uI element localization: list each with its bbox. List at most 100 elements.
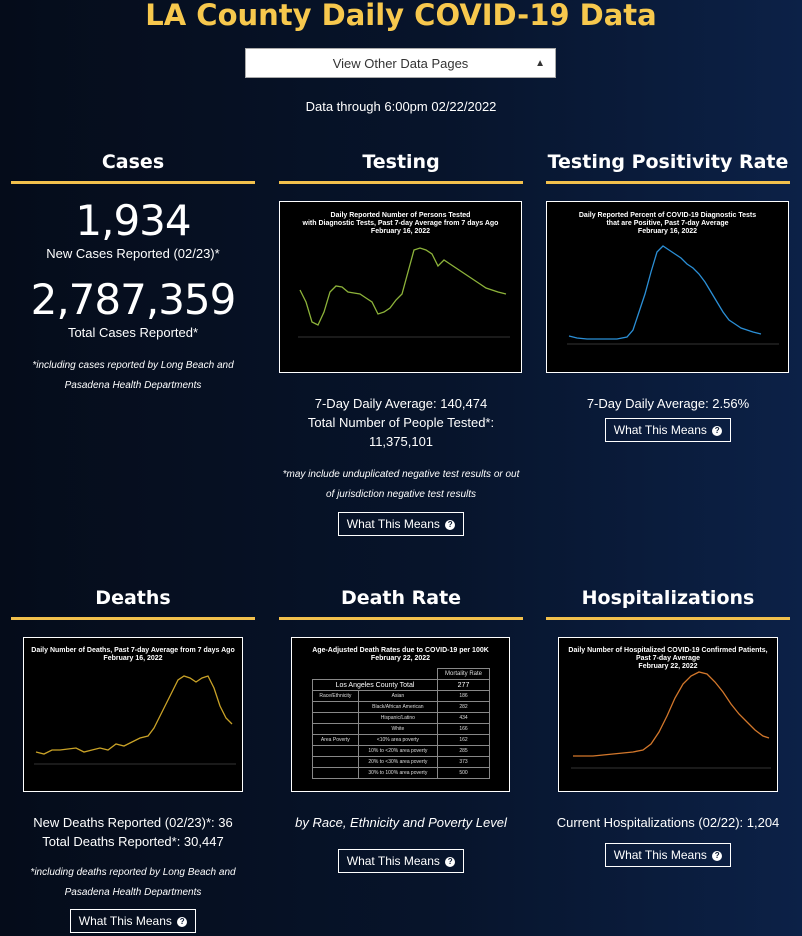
select-arrows-icon: ▲ xyxy=(535,58,545,69)
deaths-section: Deaths xyxy=(11,584,255,620)
testing-what-this-means-button[interactable]: What This Means ? xyxy=(337,512,465,536)
row-group xyxy=(312,756,359,768)
hosp-chart-title-2: Past 7-day Average xyxy=(635,655,701,662)
testing-rule xyxy=(279,181,523,184)
deaths-chart[interactable]: Daily Number of Deaths, Past 7-day Avera… xyxy=(23,637,243,792)
positivity-chart[interactable]: Daily Reported Percent of COVID-19 Diagn… xyxy=(546,201,789,373)
table-row: Los Angeles County Total 277 xyxy=(312,679,490,691)
deaths-what-this-means-button[interactable]: What This Means ? xyxy=(69,909,197,933)
row-label: Hispanic/Latino xyxy=(357,712,439,724)
positivity-chart-plot xyxy=(567,245,779,345)
testing-chart-title-3: February 16, 2022 xyxy=(370,228,431,235)
deaths-stats: New Deaths Reported (02/23)*: 36 Total D… xyxy=(11,813,255,933)
deaths-line xyxy=(35,675,233,755)
question-icon: ? xyxy=(712,425,723,436)
total-cases-label: Total Cases Reported* xyxy=(67,325,199,340)
death-rate-chart-title-1: Age-Adjusted Death Rates due to COVID-19… xyxy=(312,647,489,654)
row-label: <10% area poverty xyxy=(357,734,439,746)
death-rate-caption: by Race, Ethnicity and Poverty Level xyxy=(295,815,507,830)
hospitalizations-chart[interactable]: Daily Number of Hospitalized COVID-19 Co… xyxy=(558,637,778,792)
table-row: Hispanic/Latino 434 xyxy=(312,712,490,724)
total-cases-number: 2,787,359 xyxy=(30,275,237,324)
question-icon: ? xyxy=(445,519,456,530)
hospitalizations-stats: Current Hospitalizations (02/22): 1,204 … xyxy=(546,813,790,867)
testing-line xyxy=(299,247,507,326)
data-through-text: Data through 6:00pm 02/22/2022 xyxy=(305,99,497,114)
deaths-note: *including deaths reported by Long Beach… xyxy=(30,867,236,898)
positivity-average: 7-Day Daily Average: 2.56% xyxy=(586,396,750,411)
county-total-value: 277 xyxy=(437,679,490,691)
testing-note: *may include unduplicated negative test … xyxy=(282,469,520,500)
deaths-chart-plot xyxy=(34,675,236,765)
row-value: 166 xyxy=(437,723,490,735)
deaths-button-label: What This Means xyxy=(78,914,172,928)
view-other-pages-select[interactable]: View Other Data Pages ▲ xyxy=(245,48,556,78)
hosp-button-label: What This Means xyxy=(613,848,707,862)
testing-average: 7-Day Daily Average: 140,474 xyxy=(314,396,488,411)
testing-chart[interactable]: Daily Reported Number of Persons Tested … xyxy=(279,201,522,373)
question-icon: ? xyxy=(712,850,723,861)
testing-chart-title-1: Daily Reported Number of Persons Tested xyxy=(330,212,471,219)
row-value: 282 xyxy=(437,701,490,713)
mortality-header: Mortality Rate xyxy=(437,668,490,680)
testing-button-label: What This Means xyxy=(346,517,440,531)
table-row: 10% to <20% area poverty 285 xyxy=(312,745,490,757)
row-group xyxy=(312,701,359,713)
table-row: 20% to <30% area poverty 373 xyxy=(312,756,490,768)
hosp-chart-title-3: February 22, 2022 xyxy=(638,663,698,670)
county-total-label: Los Angeles County Total xyxy=(312,679,438,691)
page-title: LA County Daily COVID-19 Data xyxy=(145,0,657,32)
death-rate-chart[interactable]: Age-Adjusted Death Rates due to COVID-19… xyxy=(291,637,510,792)
death-rate-section: Death Rate xyxy=(279,584,523,620)
row-label: 10% to <20% area poverty xyxy=(357,745,439,757)
positivity-rule xyxy=(546,181,790,184)
testing-section: Testing xyxy=(279,148,523,184)
cases-note: *including cases reported by Long Beach … xyxy=(32,360,234,391)
deaths-chart-title-2: February 16, 2022 xyxy=(103,655,163,662)
hosp-line xyxy=(573,671,770,757)
row-value: 434 xyxy=(437,712,490,724)
positivity-stats: 7-Day Daily Average: 2.56% What This Mea… xyxy=(546,394,790,442)
table-row: Black/African American 282 xyxy=(312,701,490,713)
deaths-title: Deaths xyxy=(95,587,171,609)
positivity-chart-title-2: that are Positive, Past 7-day Average xyxy=(606,220,729,227)
death-rate-chart-title-2: February 22, 2022 xyxy=(370,655,431,662)
table-row: Area Poverty <10% area poverty 162 xyxy=(312,734,490,746)
hospitalizations-section: Hospitalizations xyxy=(546,584,790,620)
row-value: 500 xyxy=(437,767,490,779)
testing-title: Testing xyxy=(362,151,440,173)
deaths-chart-title-1: Daily Number of Deaths, Past 7-day Avera… xyxy=(31,647,235,654)
cases-title: Cases xyxy=(101,151,165,173)
row-value: 186 xyxy=(437,690,490,702)
death-rate-what-this-means-button[interactable]: What This Means ? xyxy=(337,849,465,873)
positivity-line xyxy=(568,245,762,340)
hospitalizations-current: Current Hospitalizations (02/22): 1,204 xyxy=(556,815,780,830)
row-group xyxy=(312,723,359,735)
testing-total-label: Total Number of People Tested*: xyxy=(307,415,495,430)
row-group xyxy=(312,767,359,779)
death-rate-table: Mortality Rate Los Angeles County Total … xyxy=(312,668,490,779)
table-row: 30% to 100% area poverty 500 xyxy=(312,767,490,779)
positivity-button-label: What This Means xyxy=(613,423,707,437)
row-label: 30% to 100% area poverty xyxy=(357,767,439,779)
row-group: Area Poverty xyxy=(312,734,359,746)
question-icon: ? xyxy=(177,916,188,927)
deaths-total: Total Deaths Reported*: 30,447 xyxy=(42,834,224,849)
table-row: White 166 xyxy=(312,723,490,735)
new-cases-number: 1,934 xyxy=(75,196,191,245)
row-label: Asian xyxy=(357,690,439,702)
row-label: Black/African American xyxy=(357,701,439,713)
select-value: View Other Data Pages xyxy=(332,56,469,71)
row-value: 373 xyxy=(437,756,490,768)
hospitalizations-what-this-means-button[interactable]: What This Means ? xyxy=(604,843,732,867)
row-value: 162 xyxy=(437,734,490,746)
new-cases-label: New Cases Reported (02/23)* xyxy=(46,246,220,261)
deaths-new: New Deaths Reported (02/23)*: 36 xyxy=(33,815,233,830)
death-rate-title: Death Rate xyxy=(340,587,462,609)
row-group: Race/Ethnicity xyxy=(312,690,359,702)
question-icon: ? xyxy=(445,856,456,867)
table-row: Race/Ethnicity Asian 186 xyxy=(312,690,490,702)
deaths-rule xyxy=(11,617,255,620)
positivity-what-this-means-button[interactable]: What This Means ? xyxy=(604,418,732,442)
row-group xyxy=(312,712,359,724)
